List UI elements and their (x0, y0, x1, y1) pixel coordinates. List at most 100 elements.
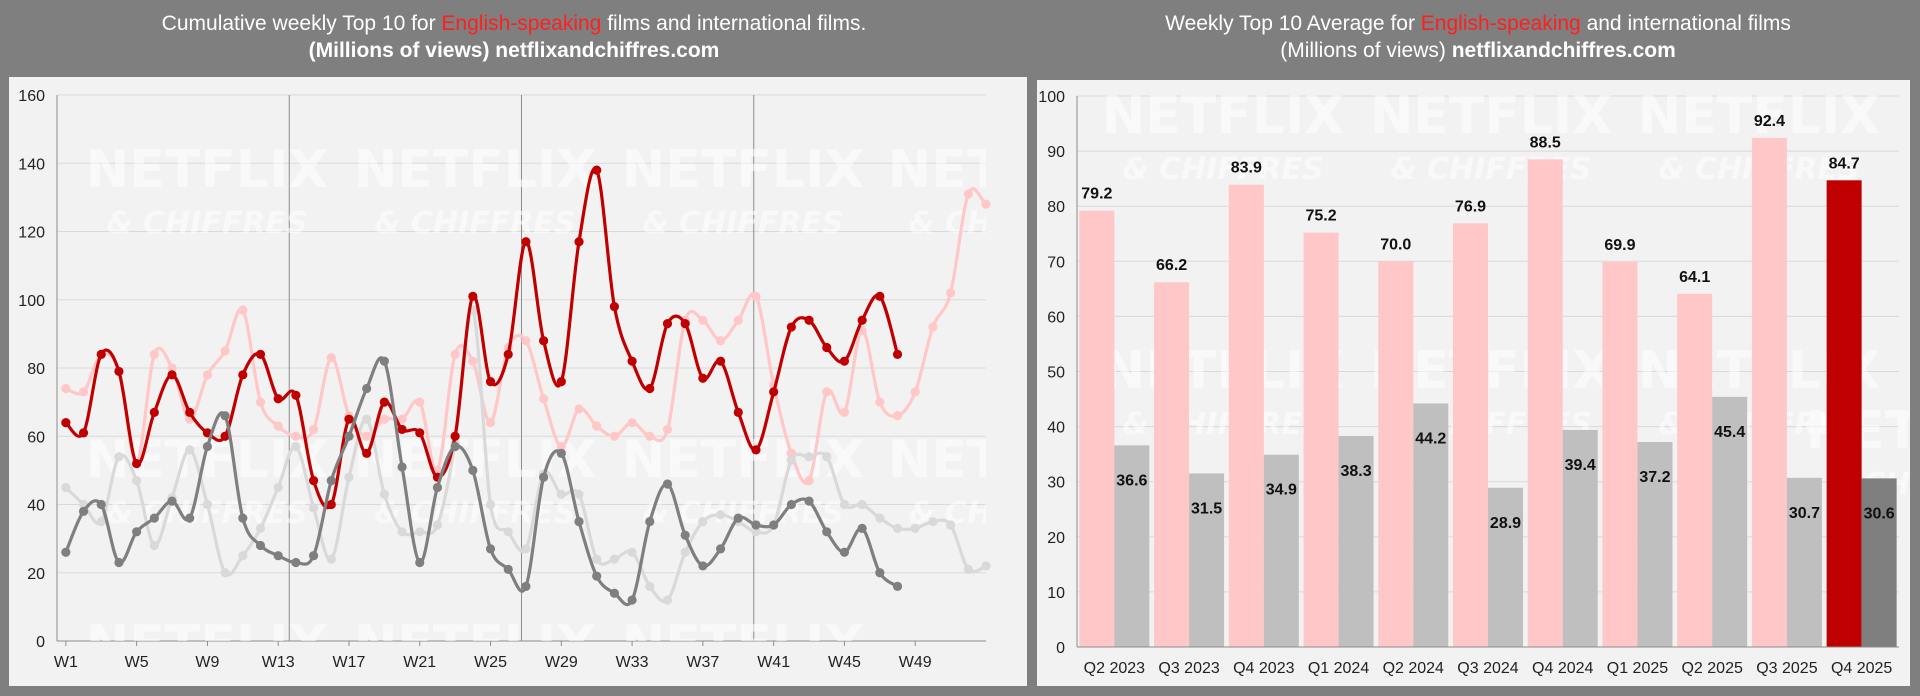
data-point (114, 557, 124, 568)
watermark-chiffres: & CHIFFRES (908, 206, 1027, 241)
watermark-chiffres: & CHIFFRES (374, 496, 575, 531)
bar-label-international: 31.5 (1191, 500, 1222, 517)
data-point (185, 407, 195, 417)
data-point (503, 527, 513, 537)
data-point (698, 561, 708, 571)
data-point (485, 499, 496, 510)
bar-label-english: 84.7 (1829, 155, 1860, 172)
left-title-subtitle: (Millions of views) netflixandchiffres.c… (308, 39, 720, 62)
y-tick-label: 80 (1047, 199, 1065, 216)
data-point (662, 424, 673, 435)
data-point (149, 513, 159, 523)
watermark-chiffres: & CHIFFRES (642, 206, 843, 241)
data-point (255, 523, 266, 533)
bar-label-english: 88.5 (1530, 134, 1561, 151)
y-tick-label: 20 (1047, 530, 1065, 547)
data-point (185, 513, 195, 523)
left-title-line2: (Millions of views) netflixandchiffres.c… (0, 37, 1028, 64)
bar-label-english: 69.9 (1604, 237, 1635, 254)
x-tick-label: W17 (333, 654, 366, 671)
bar-international (1338, 435, 1374, 647)
y-tick-label: 80 (27, 361, 45, 378)
data-point (220, 568, 230, 578)
watermark-netflix: NETFLIX (622, 615, 865, 675)
data-point (574, 237, 584, 247)
y-tick-label: 70 (1047, 254, 1065, 271)
bar-label-international: 34.9 (1266, 482, 1297, 499)
data-point (344, 472, 354, 482)
data-point (539, 472, 549, 482)
data-point (255, 349, 266, 359)
bar-english (1079, 210, 1115, 647)
data-point (397, 414, 407, 424)
watermark: NETFLIX& CHIFFRES (1370, 86, 1613, 187)
data-point (910, 523, 920, 533)
x-tick-label: Q1 2025 (1607, 660, 1668, 677)
bar-english (1826, 180, 1862, 647)
data-point (344, 431, 354, 441)
bar-label-international: 28.9 (1490, 515, 1521, 532)
data-point (892, 349, 903, 359)
data-point (733, 513, 743, 523)
watermark-netflix: NETFLIX (1370, 86, 1613, 146)
data-point (857, 523, 867, 533)
watermark: NETFLIX& CHIFFRES (354, 615, 597, 675)
watermark-chiffres: & CHIFFRES (642, 681, 843, 686)
data-point (379, 414, 389, 424)
y-tick-label: 30 (1047, 475, 1065, 492)
right-title-subtitle-a: (Millions of views) (1280, 39, 1452, 62)
data-point (733, 407, 743, 417)
data-point (804, 315, 814, 325)
data-point (61, 547, 71, 557)
data-point (273, 482, 283, 493)
watermark: NETFLIX& CHIFFRES (86, 615, 329, 641)
y-tick-label: 40 (27, 498, 45, 515)
watermark: NETFLIX& CHIFFRES (1102, 86, 1345, 187)
data-point (202, 499, 213, 510)
data-point (149, 540, 159, 551)
right-title-subtitle-b: netflixandchiffres.com (1451, 39, 1676, 62)
bar-label-international: 38.3 (1340, 463, 1371, 480)
y-tick-label: 0 (1056, 640, 1065, 657)
data-point (751, 291, 761, 301)
data-point (149, 407, 159, 417)
data-point (291, 557, 301, 568)
data-point (362, 383, 372, 394)
data-point (132, 458, 142, 469)
data-point (680, 530, 690, 540)
watermark-netflix: NETFLIX (354, 140, 597, 200)
data-point (698, 516, 708, 527)
data-point (450, 349, 460, 359)
data-point (308, 503, 319, 513)
data-point (78, 387, 89, 397)
x-tick-label: Q2 2023 (1084, 660, 1145, 677)
y-tick-label: 120 (18, 225, 45, 242)
data-point (839, 407, 850, 417)
right-title-line1: Weekly Top 10 Average for English-speaki… (1036, 10, 1920, 37)
data-point (892, 581, 903, 591)
x-tick-label: Q3 2024 (1457, 660, 1518, 677)
x-tick-label: W49 (899, 654, 932, 671)
x-tick-label: W25 (474, 654, 507, 671)
data-point (291, 390, 301, 400)
x-tick-label: W21 (403, 654, 436, 671)
watermark-netflix: NETFLIX (354, 615, 597, 675)
data-point (715, 336, 726, 346)
data-point (875, 291, 885, 301)
data-point (839, 499, 850, 510)
data-point (326, 353, 336, 363)
data-point (592, 554, 602, 564)
right-title-highlight: English-speaking (1420, 12, 1581, 35)
bar-label-international: 45.4 (1714, 424, 1745, 441)
data-point (362, 414, 372, 424)
watermark: NETFLIX& CHIFFRES (86, 140, 329, 241)
bar-label-international: 44.2 (1415, 430, 1446, 447)
data-point (397, 424, 407, 435)
data-point (468, 291, 478, 301)
x-tick-label: W33 (616, 654, 649, 671)
bar-label-english: 66.2 (1156, 257, 1187, 274)
y-tick-label: 10 (1047, 585, 1065, 602)
data-point (344, 414, 354, 424)
data-point (326, 499, 336, 510)
x-tick-label: W1 (54, 654, 78, 671)
